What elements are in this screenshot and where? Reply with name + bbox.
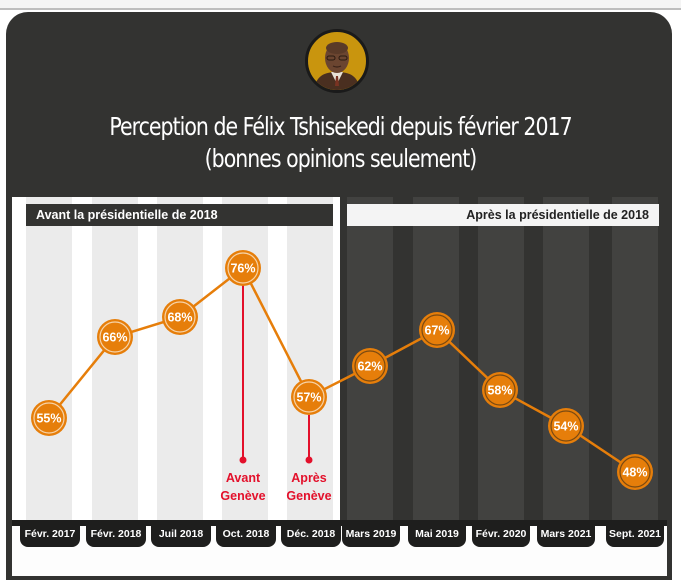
svg-text:Genève: Genève xyxy=(220,489,265,503)
svg-text:Après: Après xyxy=(291,471,326,485)
x-tick-label: Déc. 2018 xyxy=(281,523,341,547)
svg-text:76%: 76% xyxy=(230,262,255,276)
svg-text:57%: 57% xyxy=(296,391,321,405)
x-tick-label: Oct. 2018 xyxy=(216,523,276,547)
data-point: 62% xyxy=(352,348,388,384)
chart-subtitle: (bonnes opinions seulement) xyxy=(204,144,478,173)
data-point: 68% xyxy=(162,299,198,335)
column-stripe xyxy=(413,197,459,521)
svg-text:68%: 68% xyxy=(167,311,192,325)
svg-text:62%: 62% xyxy=(357,360,382,374)
x-tick-label: Sept. 2021 xyxy=(606,523,664,547)
section-header-after: Après la présidentielle de 2018 xyxy=(347,204,659,226)
svg-text:Avant: Avant xyxy=(226,471,261,485)
column-stripe xyxy=(478,197,524,521)
svg-text:55%: 55% xyxy=(36,412,61,426)
annotation-apres-geneve: Après Genève xyxy=(286,415,332,503)
x-tick-label: Juil 2018 xyxy=(151,523,211,547)
column-stripe xyxy=(287,197,333,521)
svg-text:48%: 48% xyxy=(622,466,647,480)
svg-text:Genève: Genève xyxy=(286,489,331,503)
section-header-before: Avant la présidentielle de 2018 xyxy=(26,204,333,226)
series-line xyxy=(48,266,636,474)
data-point: 57% xyxy=(291,379,327,415)
svg-text:58%: 58% xyxy=(487,384,512,398)
data-point: 58% xyxy=(482,372,518,408)
chart-title: Perception de Félix Tshisekedi depuis fé… xyxy=(109,112,572,141)
svg-text:67%: 67% xyxy=(424,324,449,338)
portrait-icon xyxy=(305,29,369,93)
data-point: 67% xyxy=(419,312,455,348)
column-stripe xyxy=(92,197,138,521)
data-point: 66% xyxy=(97,319,133,355)
x-tick-label: Mai 2019 xyxy=(408,523,466,547)
x-tick-label: Févr. 2018 xyxy=(86,523,146,547)
data-point: 76% xyxy=(225,250,261,286)
x-tick-label: Févr. 2020 xyxy=(472,523,530,547)
column-stripe xyxy=(26,197,72,521)
x-tick-label: Mars 2021 xyxy=(537,523,595,547)
data-point: 54% xyxy=(548,408,584,444)
data-point: 48% xyxy=(617,454,653,490)
x-tick-label: Févr. 2017 xyxy=(20,523,80,547)
data-point: 55% xyxy=(31,400,67,436)
column-stripe xyxy=(157,197,203,521)
x-tick-label: Mars 2019 xyxy=(342,523,400,547)
annotation-avant-geneve: Avant Genève xyxy=(220,285,266,503)
top-bar xyxy=(0,0,681,10)
svg-text:54%: 54% xyxy=(553,420,578,434)
svg-text:66%: 66% xyxy=(102,331,127,345)
column-stripe xyxy=(543,197,589,521)
